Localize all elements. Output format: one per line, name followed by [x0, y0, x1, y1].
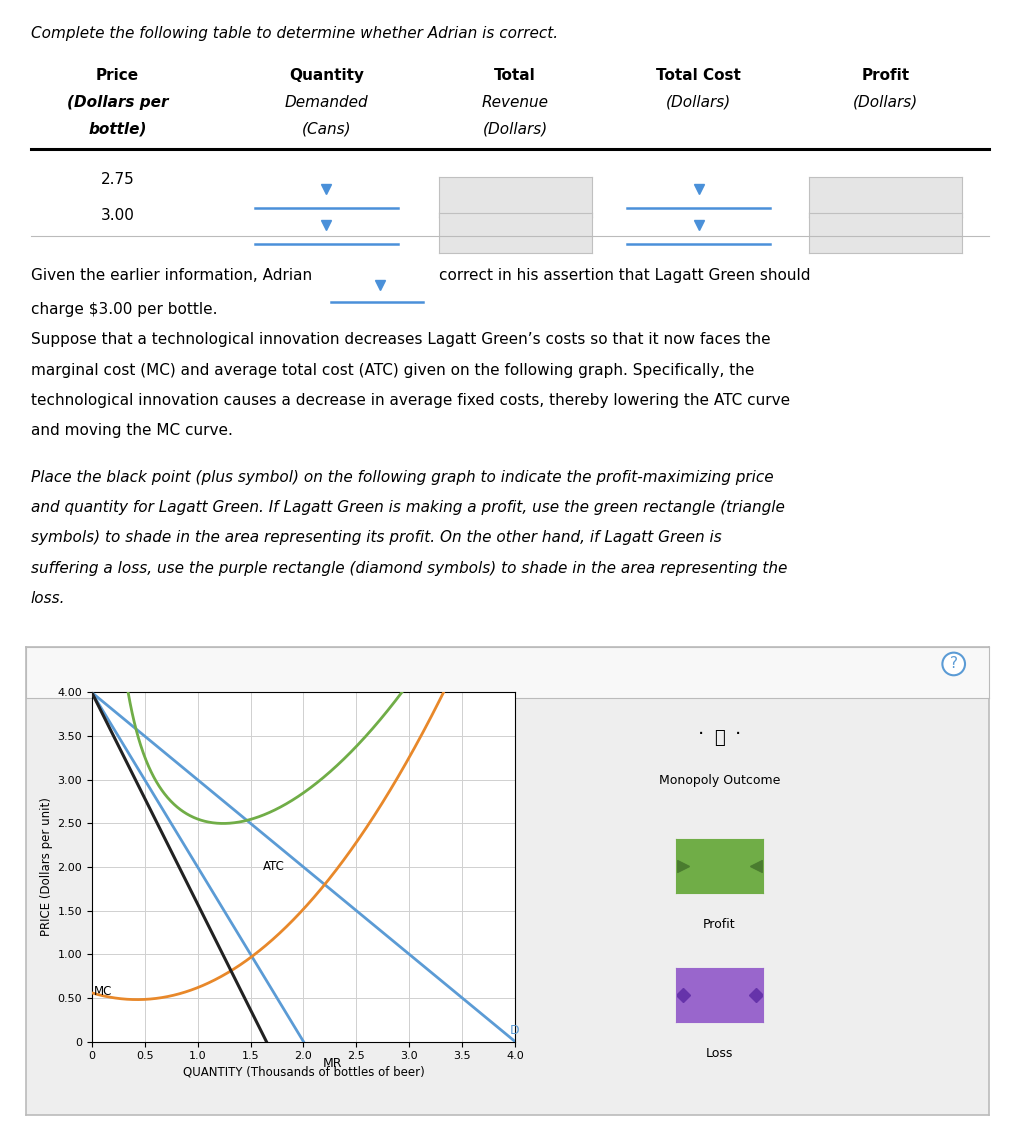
Text: Monopoly Outcome: Monopoly Outcome [658, 774, 780, 787]
Text: (Dollars): (Dollars) [482, 122, 547, 136]
Text: ·: · [697, 725, 703, 743]
Text: loss.: loss. [31, 591, 65, 606]
Text: marginal cost (MC) and average total cost (ATC) given on the following graph. Sp: marginal cost (MC) and average total cos… [31, 363, 753, 377]
Text: Profit: Profit [702, 918, 735, 931]
Text: charge $3.00 per bottle.: charge $3.00 per bottle. [31, 302, 217, 316]
Text: (Dollars): (Dollars) [852, 95, 917, 109]
Text: Revenue: Revenue [481, 95, 548, 109]
Text: Total: Total [494, 68, 535, 82]
Text: technological innovation causes a decrease in average fixed costs, thereby lower: technological innovation causes a decrea… [31, 393, 789, 408]
Text: Given the earlier information, Adrian: Given the earlier information, Adrian [31, 268, 321, 283]
Text: symbols) to shade in the area representing its profit. On the other hand, if Lag: symbols) to shade in the area representi… [31, 530, 720, 545]
Text: ·: · [734, 725, 740, 743]
Text: ATC: ATC [263, 860, 285, 873]
Text: (Dollars per: (Dollars per [66, 95, 168, 109]
Text: 2.75: 2.75 [100, 172, 135, 187]
Text: D: D [510, 1025, 519, 1037]
Text: ➕: ➕ [713, 729, 725, 747]
Y-axis label: PRICE (Dollars per unit): PRICE (Dollars per unit) [40, 797, 53, 937]
Text: Complete the following table to determine whether Adrian is correct.: Complete the following table to determin… [31, 26, 557, 41]
Text: Place the black point (plus symbol) on the following graph to indicate the profi: Place the black point (plus symbol) on t… [31, 470, 772, 484]
Text: and moving the MC curve.: and moving the MC curve. [31, 423, 232, 438]
Text: Suppose that a technological innovation decreases Lagatt Green’s costs so that i: Suppose that a technological innovation … [31, 332, 769, 347]
Text: ?: ? [949, 656, 957, 671]
Text: (Cans): (Cans) [302, 122, 351, 136]
Text: Total Cost: Total Cost [655, 68, 741, 82]
X-axis label: QUANTITY (Thousands of bottles of beer): QUANTITY (Thousands of bottles of beer) [182, 1065, 424, 1079]
Text: Demanded: Demanded [284, 95, 368, 109]
Text: Quantity: Quantity [288, 68, 364, 82]
Text: and quantity for Lagatt Green. If Lagatt Green is making a profit, use the green: and quantity for Lagatt Green. If Lagatt… [31, 500, 784, 515]
Text: (Dollars): (Dollars) [665, 95, 731, 109]
Text: Price: Price [96, 68, 139, 82]
Text: MC: MC [94, 985, 112, 998]
Text: Profit: Profit [860, 68, 909, 82]
Text: MR: MR [322, 1057, 341, 1070]
Text: suffering a loss, use the purple rectangle (diamond symbols) to shade in the are: suffering a loss, use the purple rectang… [31, 561, 787, 575]
Text: correct in his assertion that Lagatt Green should: correct in his assertion that Lagatt Gre… [438, 268, 809, 283]
Text: bottle): bottle) [88, 122, 147, 136]
Text: Loss: Loss [705, 1047, 733, 1061]
Text: 3.00: 3.00 [100, 208, 135, 223]
